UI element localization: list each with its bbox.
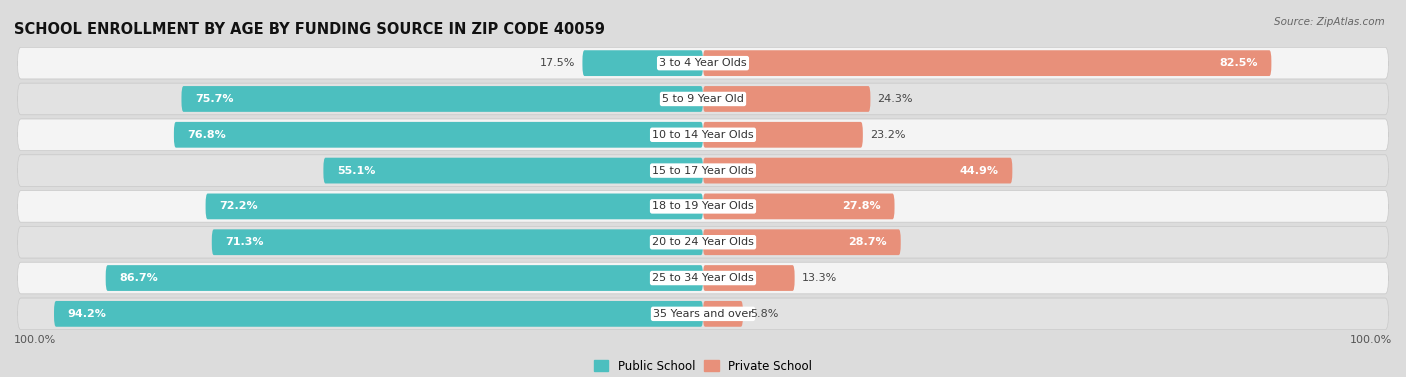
Text: 17.5%: 17.5% (540, 58, 575, 68)
Text: 3 to 4 Year Olds: 3 to 4 Year Olds (659, 58, 747, 68)
FancyBboxPatch shape (703, 50, 1271, 76)
Text: 35 Years and over: 35 Years and over (652, 309, 754, 319)
Text: 25 to 34 Year Olds: 25 to 34 Year Olds (652, 273, 754, 283)
FancyBboxPatch shape (181, 86, 703, 112)
Text: 100.0%: 100.0% (14, 335, 56, 345)
FancyBboxPatch shape (17, 119, 1389, 150)
Text: Source: ZipAtlas.com: Source: ZipAtlas.com (1274, 17, 1385, 27)
Text: 15 to 17 Year Olds: 15 to 17 Year Olds (652, 166, 754, 176)
FancyBboxPatch shape (17, 191, 1389, 222)
FancyBboxPatch shape (17, 155, 1389, 186)
FancyBboxPatch shape (17, 48, 1389, 79)
FancyBboxPatch shape (212, 229, 703, 255)
FancyBboxPatch shape (703, 229, 901, 255)
Text: SCHOOL ENROLLMENT BY AGE BY FUNDING SOURCE IN ZIP CODE 40059: SCHOOL ENROLLMENT BY AGE BY FUNDING SOUR… (14, 22, 605, 37)
FancyBboxPatch shape (17, 262, 1389, 294)
Text: 28.7%: 28.7% (848, 237, 887, 247)
FancyBboxPatch shape (17, 298, 1389, 330)
FancyBboxPatch shape (174, 122, 703, 148)
Text: 86.7%: 86.7% (120, 273, 159, 283)
Text: 71.3%: 71.3% (225, 237, 264, 247)
FancyBboxPatch shape (105, 265, 703, 291)
FancyBboxPatch shape (703, 122, 863, 148)
Text: 24.3%: 24.3% (877, 94, 912, 104)
Text: 76.8%: 76.8% (187, 130, 226, 140)
FancyBboxPatch shape (703, 301, 742, 327)
FancyBboxPatch shape (17, 155, 1389, 187)
Text: 55.1%: 55.1% (337, 166, 375, 176)
FancyBboxPatch shape (703, 86, 870, 112)
Text: 94.2%: 94.2% (67, 309, 107, 319)
FancyBboxPatch shape (17, 83, 1389, 115)
FancyBboxPatch shape (703, 158, 1012, 184)
Text: 23.2%: 23.2% (870, 130, 905, 140)
Text: 13.3%: 13.3% (801, 273, 837, 283)
Text: 20 to 24 Year Olds: 20 to 24 Year Olds (652, 237, 754, 247)
FancyBboxPatch shape (53, 301, 703, 327)
Text: 27.8%: 27.8% (842, 201, 880, 211)
FancyBboxPatch shape (205, 193, 703, 219)
FancyBboxPatch shape (17, 119, 1389, 151)
Text: 18 to 19 Year Olds: 18 to 19 Year Olds (652, 201, 754, 211)
FancyBboxPatch shape (17, 47, 1389, 79)
Text: 5.8%: 5.8% (749, 309, 779, 319)
FancyBboxPatch shape (703, 193, 894, 219)
Text: 72.2%: 72.2% (219, 201, 257, 211)
FancyBboxPatch shape (17, 226, 1389, 258)
FancyBboxPatch shape (17, 262, 1389, 294)
Text: 44.9%: 44.9% (959, 166, 998, 176)
FancyBboxPatch shape (323, 158, 703, 184)
FancyBboxPatch shape (582, 50, 703, 76)
FancyBboxPatch shape (17, 83, 1389, 115)
Text: 82.5%: 82.5% (1219, 58, 1257, 68)
Text: 75.7%: 75.7% (195, 94, 233, 104)
FancyBboxPatch shape (703, 265, 794, 291)
Text: 5 to 9 Year Old: 5 to 9 Year Old (662, 94, 744, 104)
Text: 10 to 14 Year Olds: 10 to 14 Year Olds (652, 130, 754, 140)
Text: 100.0%: 100.0% (1350, 335, 1392, 345)
FancyBboxPatch shape (17, 227, 1389, 258)
Legend: Public School, Private School: Public School, Private School (589, 355, 817, 377)
FancyBboxPatch shape (17, 190, 1389, 222)
FancyBboxPatch shape (17, 298, 1389, 329)
